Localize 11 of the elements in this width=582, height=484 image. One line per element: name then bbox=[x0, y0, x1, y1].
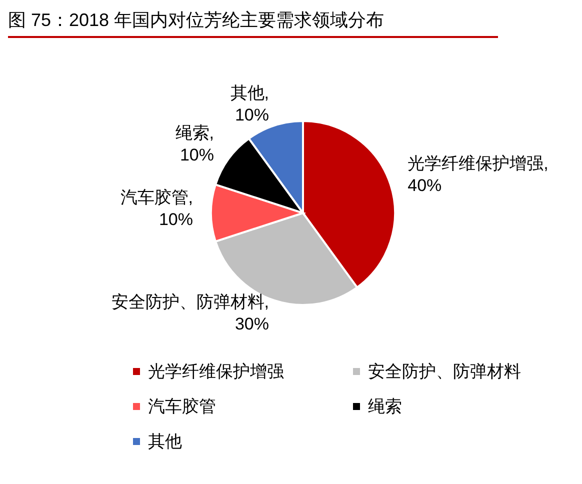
legend-label: 其他 bbox=[148, 431, 182, 453]
data-label: 安全防护、防弹材料, 30% bbox=[111, 292, 270, 334]
legend-label: 光学纤维保护增强 bbox=[148, 361, 284, 383]
legend-label: 绳索 bbox=[368, 396, 402, 418]
legend-label: 安全防护、防弹材料 bbox=[368, 361, 521, 383]
data-label: 其他, 10% bbox=[230, 83, 270, 124]
data-label: 绳索, 10% bbox=[175, 123, 214, 164]
legend-label: 汽车胶管 bbox=[148, 396, 216, 418]
data-label: 汽车胶管, 10% bbox=[120, 188, 193, 229]
chart-title: 图 75：2018 年国内对位芳纶主要需求领域分布 bbox=[8, 8, 498, 38]
data-label: 光学纤维保护增强, 40% bbox=[408, 154, 548, 196]
